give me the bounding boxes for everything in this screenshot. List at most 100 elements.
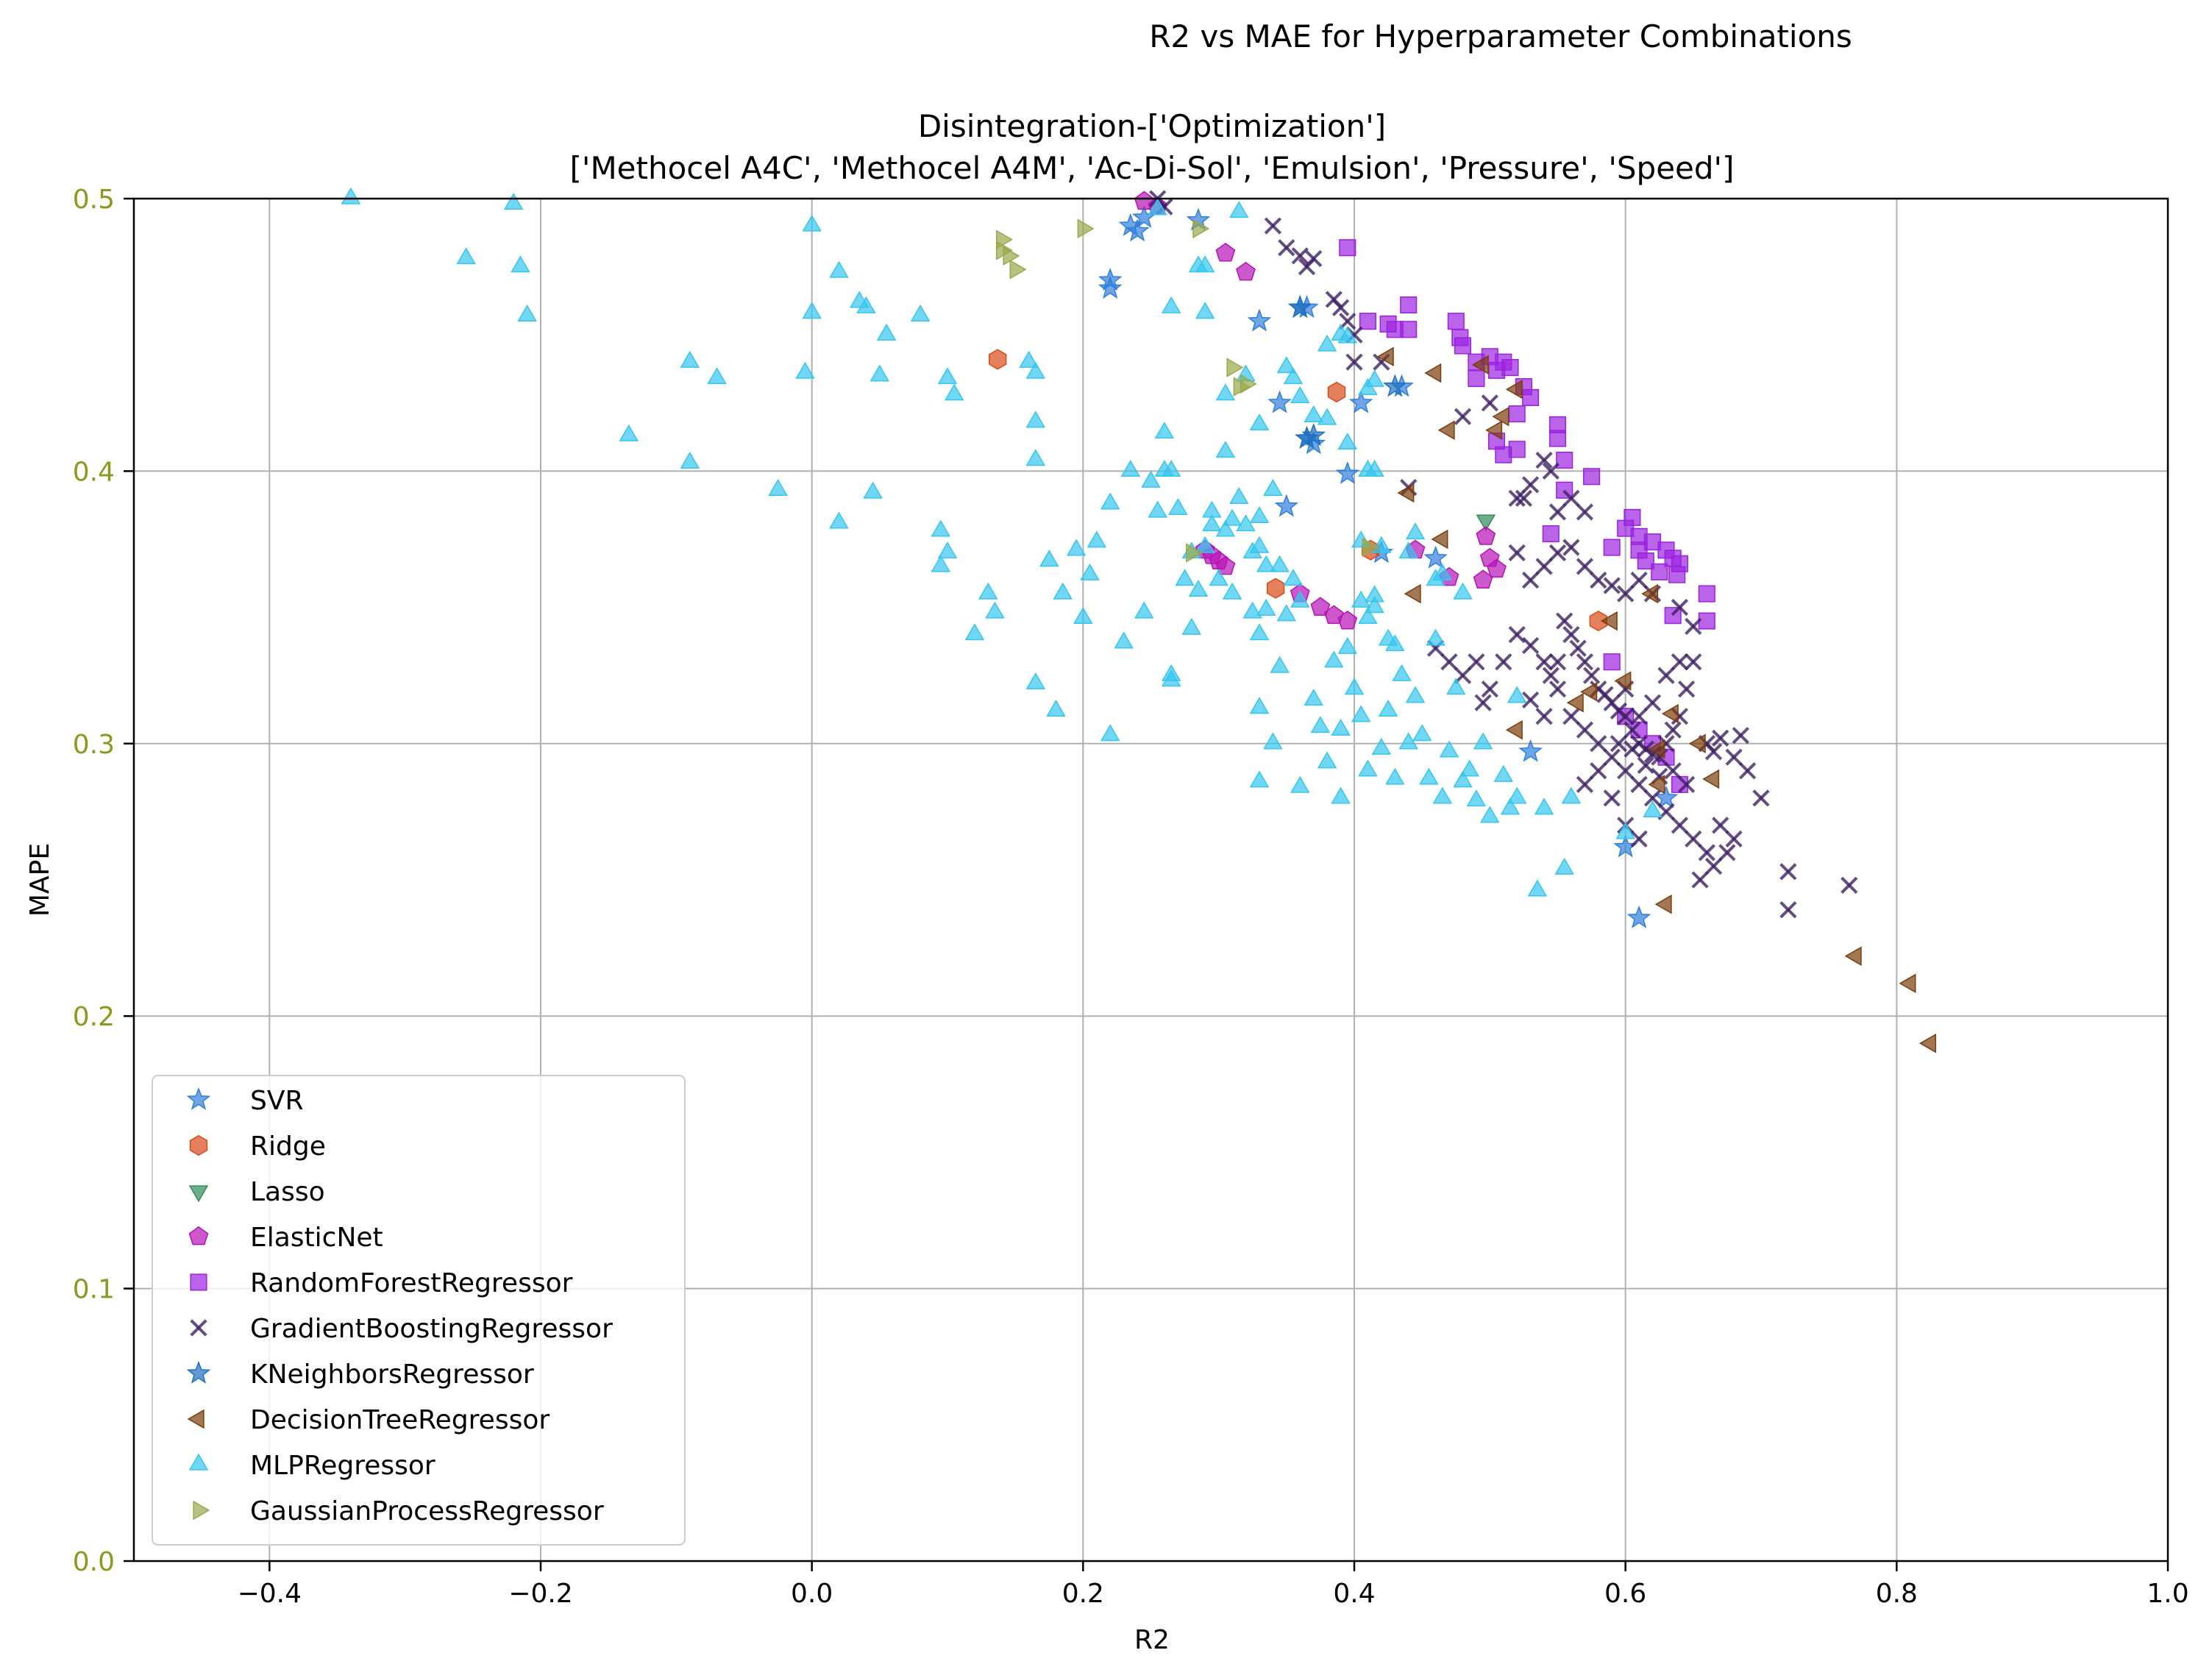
legend-marker	[186, 1087, 211, 1110]
data-point	[1454, 408, 1472, 425]
data-point	[1188, 580, 1209, 597]
chart-suptitle: R2 vs MAE for Hyperparameter Combination…	[1149, 18, 1852, 54]
data-point	[1468, 653, 1485, 671]
data-point	[1440, 653, 1458, 671]
data-point	[931, 555, 951, 572]
data-point	[1066, 538, 1087, 556]
data-point	[1704, 743, 1723, 761]
data-point	[1624, 508, 1641, 526]
data-point	[1305, 249, 1323, 268]
data-point	[1283, 367, 1304, 385]
x-axis-label: R2	[1134, 1625, 1170, 1655]
data-point	[1209, 569, 1228, 586]
data-point	[1168, 497, 1188, 515]
legend-label: KNeighborsRegressor	[250, 1359, 534, 1390]
x-tick-label: 0.2	[1062, 1579, 1104, 1609]
data-point	[1263, 732, 1283, 750]
data-point	[1542, 462, 1560, 480]
data-point	[829, 511, 849, 529]
data-point	[985, 601, 1005, 619]
data-point	[1276, 356, 1297, 374]
data-point	[1439, 740, 1459, 758]
data-point	[1624, 721, 1641, 739]
data-point	[1317, 751, 1337, 769]
x-tick-label: 0.6	[1604, 1579, 1646, 1609]
data-point	[1331, 786, 1351, 804]
data-point	[1274, 494, 1299, 517]
data-point	[1603, 653, 1621, 671]
data-point	[1215, 441, 1236, 458]
x-tick-label: 0.8	[1876, 1579, 1918, 1609]
legend-label: Lasso	[250, 1177, 325, 1207]
data-point	[1317, 408, 1337, 425]
data-point	[1447, 313, 1465, 330]
data-point	[937, 541, 958, 559]
data-point	[1610, 735, 1628, 753]
data-point	[829, 260, 849, 278]
data-point	[1576, 558, 1594, 575]
data-point	[1053, 582, 1073, 600]
data-point	[1718, 844, 1736, 861]
data-point	[1704, 857, 1723, 875]
data-point	[1481, 680, 1498, 698]
data-point	[1535, 653, 1553, 671]
series-lasso	[1476, 514, 1496, 532]
data-point	[1276, 604, 1297, 622]
data-point	[1125, 218, 1150, 242]
data-point	[1290, 590, 1310, 608]
data-point	[1454, 666, 1472, 684]
data-point	[1337, 433, 1358, 450]
data-point	[964, 623, 985, 641]
data-point	[1589, 611, 1607, 632]
data-point	[1077, 218, 1095, 238]
x-tick-label: −0.2	[508, 1579, 572, 1609]
data-point	[1195, 302, 1215, 319]
data-point	[1263, 478, 1283, 496]
legend-marker	[188, 1453, 209, 1471]
data-point	[1351, 590, 1371, 608]
legend-label: Ridge	[250, 1131, 326, 1162]
data-point	[1474, 694, 1492, 711]
data-point	[1590, 571, 1607, 589]
data-point	[1371, 536, 1392, 553]
data-point	[1141, 470, 1161, 488]
data-point	[1267, 390, 1292, 413]
data-point	[1630, 571, 1648, 589]
data-point	[1643, 800, 1662, 818]
data-point	[869, 364, 890, 382]
data-point	[1453, 770, 1473, 788]
legend-label: RandomForestRegressor	[250, 1268, 573, 1298]
data-point	[1630, 708, 1648, 725]
data-point	[1626, 905, 1651, 928]
data-point	[1671, 653, 1689, 671]
data-point	[1590, 735, 1607, 753]
data-point	[1087, 530, 1107, 548]
data-point	[1337, 326, 1358, 344]
data-point	[1535, 708, 1553, 725]
series-mlpregressor	[341, 187, 1662, 897]
data-point	[1120, 460, 1141, 477]
legend-label: ElasticNet	[250, 1223, 383, 1253]
data-point	[1725, 748, 1743, 766]
data-point	[1779, 901, 1797, 919]
data-point	[511, 255, 530, 273]
data-point	[1590, 762, 1607, 780]
legend-label: GaussianProcessRegressor	[250, 1496, 604, 1526]
data-point	[1249, 536, 1270, 553]
data-point	[1003, 246, 1020, 266]
data-point	[1424, 363, 1442, 383]
data-point	[1247, 308, 1272, 332]
data-point	[1359, 313, 1376, 330]
data-point	[1148, 500, 1167, 518]
data-point	[1698, 844, 1715, 861]
data-point	[1562, 489, 1580, 508]
data-point	[1229, 487, 1249, 505]
data-point	[1556, 452, 1573, 469]
data-point	[1400, 296, 1418, 314]
data-point	[1324, 650, 1344, 668]
data-point	[1240, 374, 1257, 394]
data-point	[1114, 631, 1134, 649]
data-point	[1542, 525, 1560, 543]
data-point	[1378, 700, 1398, 717]
data-point	[1685, 617, 1702, 636]
